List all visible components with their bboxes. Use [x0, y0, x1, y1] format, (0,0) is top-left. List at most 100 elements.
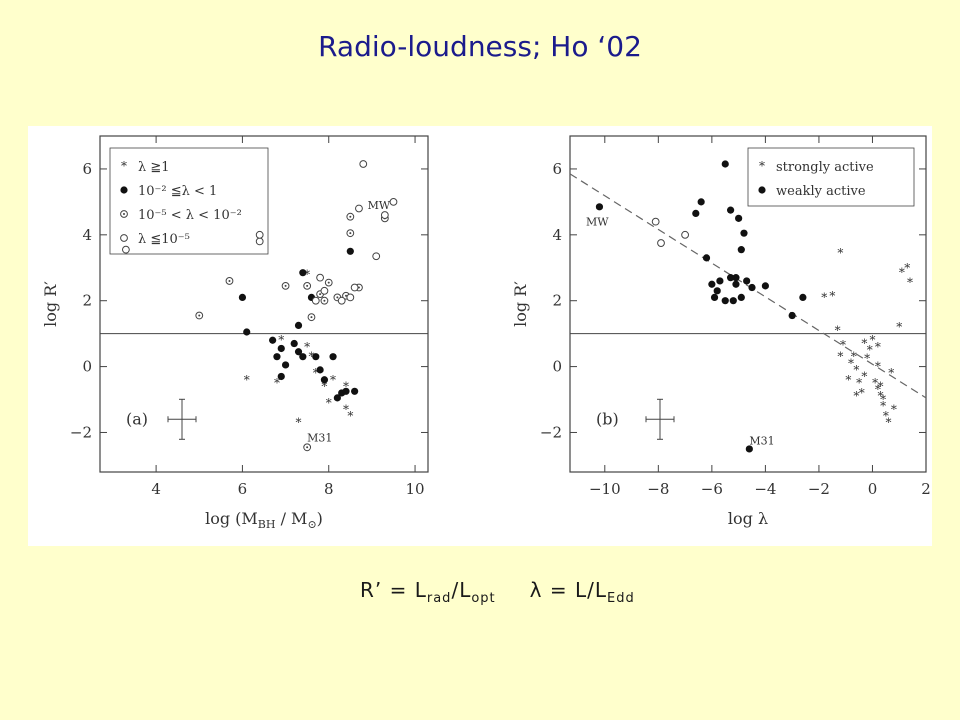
data-point-filled — [277, 344, 285, 353]
panel-label: (b) — [596, 409, 619, 428]
data-point-star: * — [343, 402, 349, 416]
data-point-open — [350, 283, 359, 292]
data-point-star: * — [896, 320, 902, 334]
legend-box — [747, 147, 915, 207]
data-point-star: * — [313, 366, 319, 380]
data-point-filled — [761, 282, 769, 290]
data-point-open — [355, 204, 363, 213]
x-tick-label: −8 — [647, 480, 669, 498]
annotation-label: MW — [368, 199, 391, 212]
y-tick-label: −2 — [70, 423, 92, 441]
x-tick-label: 6 — [238, 480, 248, 498]
data-point-star: * — [872, 376, 878, 390]
data-point-star: * — [853, 389, 859, 403]
data-point-star: * — [821, 290, 827, 304]
plot-frame — [569, 135, 927, 473]
data-point-open — [255, 230, 264, 239]
caption-r-prefix: R’ = L — [360, 578, 427, 602]
legend-box — [109, 147, 269, 255]
data-point-star: * — [326, 396, 332, 410]
data-point-filled — [346, 247, 354, 255]
data-point-filled — [342, 387, 350, 395]
caption-l-prefix: = L/L — [542, 578, 607, 602]
data-point-star: * — [856, 376, 862, 390]
data-point-star: * — [304, 340, 310, 354]
data-point-open — [311, 296, 320, 305]
data-point-dotted-center — [310, 316, 313, 319]
data-point-filled — [312, 353, 320, 361]
data-point-star: * — [296, 416, 302, 430]
data-point-open — [657, 239, 665, 247]
data-point-filled — [735, 214, 743, 222]
x-tick-label: −2 — [808, 480, 830, 498]
data-point-star: * — [880, 393, 886, 407]
y-tick-label: 2 — [82, 292, 92, 310]
data-point-star: * — [899, 266, 905, 280]
data-point-filled — [721, 160, 729, 168]
figure-panel: 4 6 8 10 −2 0 2 4 6 log R′ log (MBH / M⊙) (a) * λ ≧1 1… — [28, 126, 932, 546]
fit-line — [569, 173, 927, 399]
data-point-filled — [740, 229, 748, 237]
y-tick-label: 6 — [82, 160, 92, 178]
annotation-label: M31 — [307, 431, 332, 444]
legend-marker: * — [759, 159, 765, 173]
data-point-dotted-center — [349, 215, 352, 218]
legend-marker — [120, 186, 128, 194]
data-point-star: * — [886, 416, 892, 430]
data-point-star: * — [861, 369, 867, 383]
data-point-dotted-center — [306, 284, 309, 287]
legend-label: weakly active — [776, 184, 866, 199]
data-point-star: * — [883, 409, 889, 423]
data-point-star: * — [875, 360, 881, 374]
data-point-dotted-center — [327, 281, 330, 284]
y-tick-label: 4 — [82, 226, 92, 244]
data-point-open — [316, 273, 325, 282]
data-point-star: * — [875, 383, 881, 397]
data-point-filled — [721, 297, 729, 305]
data-point-star: * — [891, 402, 897, 416]
data-point-star: * — [869, 333, 875, 347]
data-point-filled — [710, 293, 719, 302]
data-point-open — [681, 230, 689, 239]
legend-label: λ ≦10⁻⁵ — [138, 232, 190, 247]
data-point-star: * — [845, 373, 851, 387]
chart-svg: 4 6 8 10 −2 0 2 4 6 log R′ log (MBH / M⊙) (a) * λ ≧1 1… — [41, 135, 931, 531]
data-point-filled — [294, 348, 303, 356]
plot-frame — [99, 135, 429, 473]
data-point-filled — [294, 321, 303, 330]
annotation-label: MW — [586, 216, 609, 229]
data-point-open — [389, 197, 398, 206]
data-point-filled — [727, 274, 735, 282]
data-point-filled — [238, 293, 247, 302]
data-point-star: * — [861, 337, 867, 351]
data-point-filled — [716, 277, 724, 285]
data-point-star: * — [321, 379, 327, 393]
y-tick-label: −2 — [540, 423, 562, 441]
data-point-filled — [702, 254, 711, 262]
data-point-star: * — [848, 356, 854, 370]
data-point-star: * — [859, 386, 865, 400]
data-point-dotted-center — [228, 279, 231, 282]
data-point-filled — [595, 203, 604, 211]
data-point-filled — [320, 376, 329, 384]
legend-marker: * — [121, 159, 127, 173]
data-point-filled — [316, 366, 324, 374]
data-point-filled — [333, 394, 341, 402]
data-point-dotted-center — [349, 232, 352, 235]
data-point-filled — [273, 353, 281, 361]
caption-r-mid: /L — [451, 578, 472, 602]
legend-label: strongly active — [776, 160, 874, 175]
data-point-star: * — [880, 399, 886, 413]
data-point-star: * — [851, 350, 857, 364]
data-point-star: * — [304, 267, 310, 281]
data-point-dotted-center — [345, 294, 347, 297]
data-point-filled — [243, 328, 251, 336]
x-tick-label: −10 — [589, 480, 621, 498]
data-point-star: * — [274, 376, 280, 390]
data-point-dotted-center — [323, 299, 326, 302]
data-point-dotted-center — [319, 293, 322, 296]
data-point-filled — [299, 269, 307, 277]
y-tick-label: 0 — [552, 358, 562, 376]
y-tick-label: 4 — [552, 226, 562, 244]
x-tick-label: 4 — [151, 480, 161, 498]
